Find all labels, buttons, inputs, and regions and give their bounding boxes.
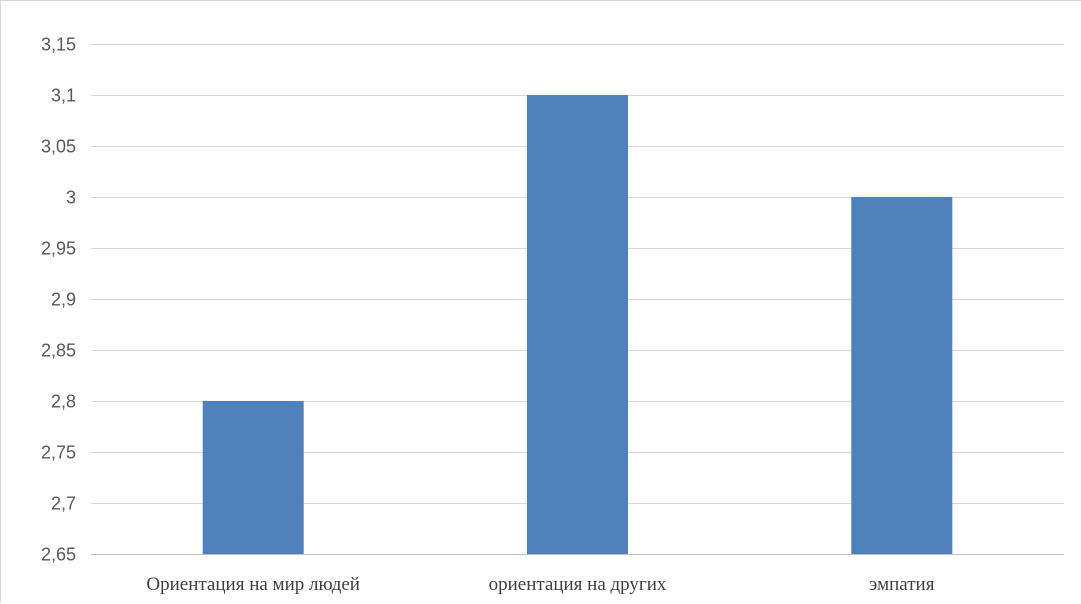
y-tick-label: 3 — [66, 188, 76, 208]
bar — [202, 401, 304, 554]
y-tick-label: 2,85 — [41, 341, 76, 361]
x-tick-label: ориентация на других — [489, 574, 667, 595]
y-tick-label: 3,15 — [41, 35, 76, 55]
y-tick-label: 2,65 — [41, 545, 76, 565]
y-tick-label: 2,95 — [41, 239, 76, 259]
y-tick-label: 3,1 — [51, 86, 76, 106]
y-axis-ticks: 2,65 2,7 2,75 2,8 2,85 2,9 2,95 3 3,05 3,1 3,15 — [41, 35, 76, 565]
x-tick-label: Ориентация на мир людей — [146, 574, 360, 595]
bars — [202, 95, 953, 554]
bar — [851, 197, 953, 554]
y-tick-label: 3,05 — [41, 137, 76, 157]
y-tick-label: 2,7 — [51, 494, 76, 514]
y-tick-label: 2,75 — [41, 443, 76, 463]
x-axis-ticks: Ориентация на мир людей ориентация на дру… — [146, 574, 934, 595]
x-tick-label: эмпатия — [869, 574, 935, 595]
y-tick-label: 2,9 — [51, 290, 76, 310]
y-tick-label: 2,8 — [51, 392, 76, 412]
bar — [527, 95, 628, 554]
